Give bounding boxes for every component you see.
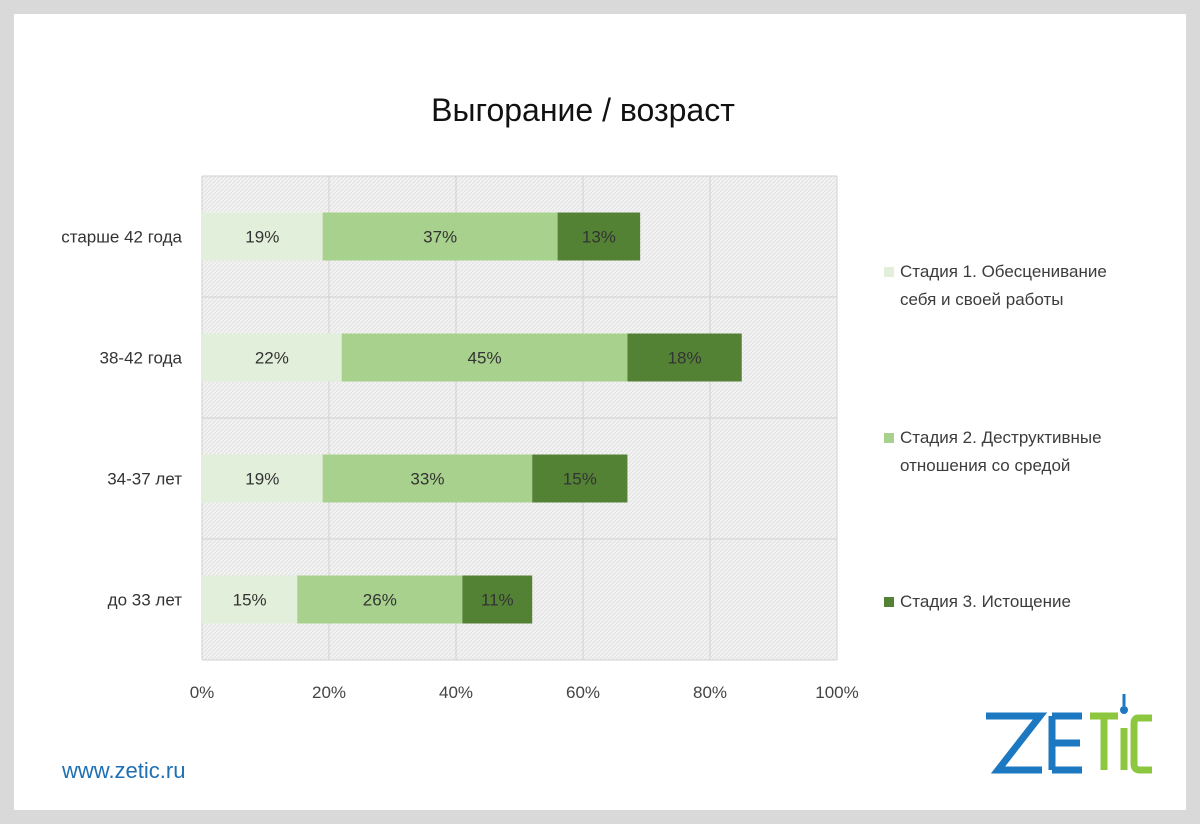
bar-segment <box>202 212 323 261</box>
x-tick-label: 100% <box>815 683 858 702</box>
bar-segment <box>297 575 463 624</box>
legend-swatch-stage-2 <box>884 433 894 443</box>
data-label: 22% <box>255 349 289 368</box>
y-category-label: 38-42 года <box>100 349 183 368</box>
legend-swatch-stage-1 <box>884 267 894 277</box>
bar-segment <box>532 454 628 503</box>
x-tick-label: 80% <box>693 683 727 702</box>
legend-swatch-stage-3 <box>884 597 894 607</box>
legend-item-stage-3: Стадия 3. Истощение <box>884 588 1174 616</box>
data-label: 19% <box>245 470 279 489</box>
legend-item-stage-2: Стадия 2. Деструктивные отношения со сре… <box>884 424 1174 480</box>
chart-title: Выгорание / возраст <box>431 92 735 128</box>
bar-segment <box>462 575 533 624</box>
x-tick-label: 60% <box>566 683 600 702</box>
data-label: 15% <box>563 470 597 489</box>
y-category-label: до 33 лет <box>108 591 183 610</box>
bar-segment <box>202 454 323 503</box>
data-label: 33% <box>410 470 444 489</box>
x-tick-label: 40% <box>439 683 473 702</box>
data-label: 11% <box>481 591 514 610</box>
x-tick-label: 20% <box>312 683 346 702</box>
legend-item-stage-1: Стадия 1. Обесценивание себя и своей раб… <box>884 258 1174 314</box>
bar-segment <box>627 333 742 382</box>
data-label: 37% <box>423 228 457 247</box>
y-category-label: старше 42 года <box>61 228 182 247</box>
data-label: 15% <box>233 591 267 610</box>
legend-label-stage-2: Стадия 2. Деструктивные отношения со сре… <box>900 428 1102 475</box>
website-link[interactable]: www.zetic.ru <box>62 758 186 783</box>
data-label: 26% <box>363 591 397 610</box>
zetic-logo <box>986 694 1152 774</box>
bar-segment <box>341 333 628 382</box>
bar-segment <box>202 575 298 624</box>
y-category-label: 34-37 лет <box>107 470 182 489</box>
bar-segment <box>557 212 641 261</box>
data-label: 18% <box>668 349 702 368</box>
bar-segment <box>322 454 533 503</box>
x-tick-label: 0% <box>190 683 215 702</box>
bar-segment <box>202 333 342 382</box>
data-label: 45% <box>468 349 502 368</box>
bar-segment <box>322 212 558 261</box>
data-label: 13% <box>582 228 616 247</box>
data-label: 19% <box>245 228 279 247</box>
legend-label-stage-3: Стадия 3. Истощение <box>900 592 1071 611</box>
legend-label-stage-1: Стадия 1. Обесценивание себя и своей раб… <box>900 262 1107 309</box>
